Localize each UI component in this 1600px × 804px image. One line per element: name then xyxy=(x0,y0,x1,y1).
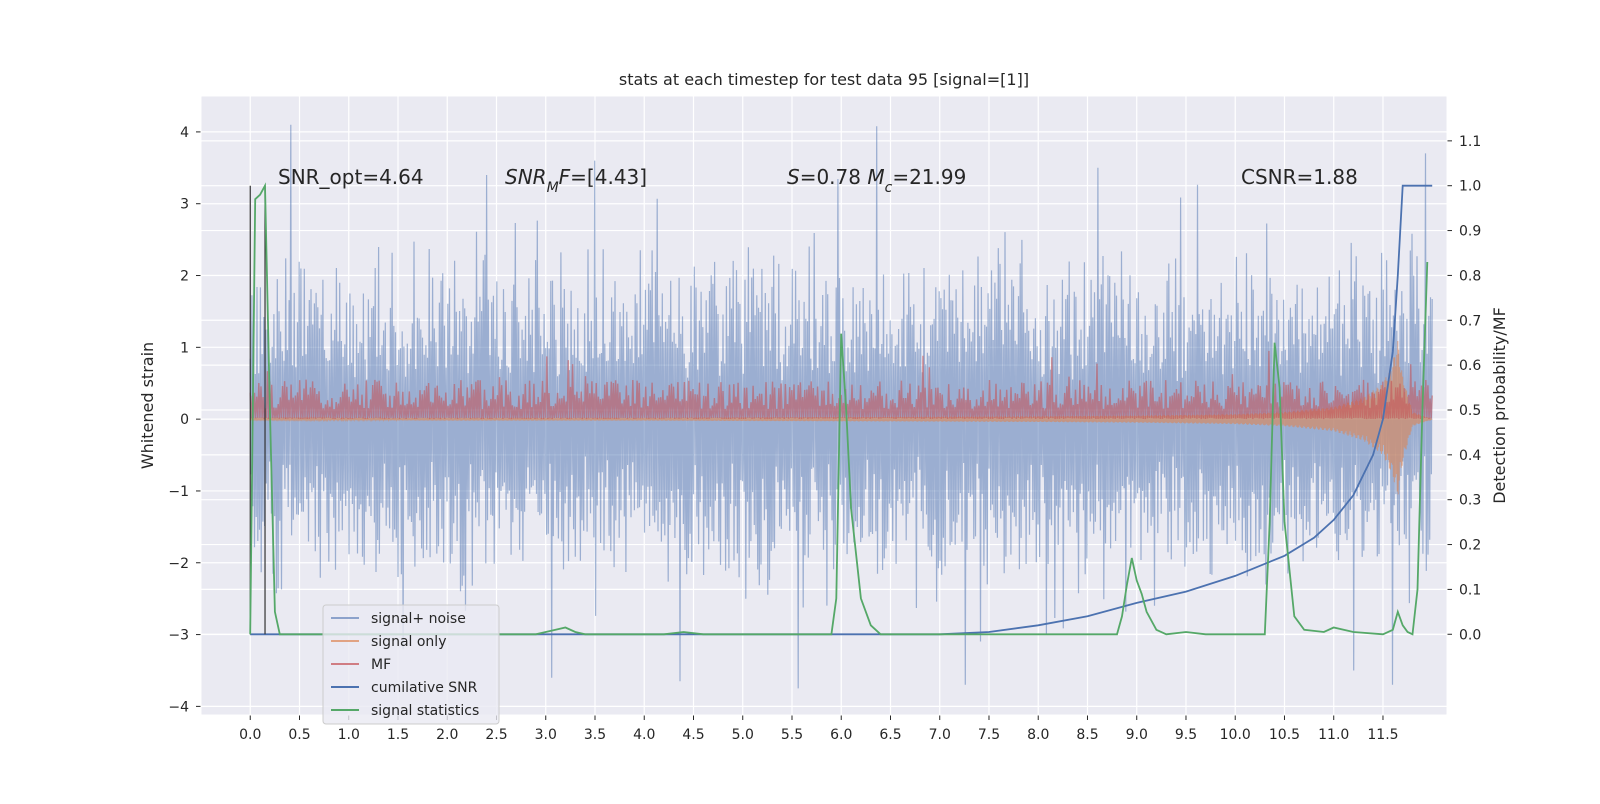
annotation-part: =21.99 xyxy=(892,165,966,189)
x-tick-label: 6.0 xyxy=(830,727,852,743)
y-tick-label: −2 xyxy=(168,556,189,572)
y2-tick-label: 0.1 xyxy=(1459,582,1481,598)
x-tick-label: 11.0 xyxy=(1318,727,1349,743)
x-tick-label: 4.0 xyxy=(633,727,655,743)
y-tick-label: 1 xyxy=(180,340,189,356)
legend-item-cumulative-snr-label: cumilative SNR xyxy=(371,680,478,696)
axes-layer: 0.0 0.5 1.0 1.5 2.0 2.5 3.0 3.5 4.0 4.5 5.0 5.5 6.0 6… xyxy=(168,95,1481,743)
y-tick-label: 0 xyxy=(180,412,189,428)
annotation-part: M xyxy=(867,165,884,189)
x-tick-label: 8.0 xyxy=(1027,727,1049,743)
y2-tick-label: 0.2 xyxy=(1459,538,1481,554)
series-signal-statistics xyxy=(249,182,1429,636)
annotation-snr-opt: SNR_opt=4.64 xyxy=(278,165,424,189)
x-tick-label: 1.0 xyxy=(338,727,360,743)
annotation-part: =0.78 xyxy=(800,165,868,189)
x-tick-label: 10.0 xyxy=(1220,727,1251,743)
series-cumulative-snr xyxy=(250,184,1433,636)
plot-frame xyxy=(200,95,1448,716)
y-tick-label: −3 xyxy=(168,628,189,644)
annotation-part: SNR xyxy=(505,165,547,189)
y2-tick-label: 1.1 xyxy=(1459,134,1481,150)
annotation-part: CSNR=1.88 xyxy=(1241,165,1358,189)
x-tick-label: 2.0 xyxy=(436,727,458,743)
x-tick-label: 0.5 xyxy=(288,727,310,743)
y2-tick-label: 0.0 xyxy=(1459,627,1481,643)
data-layer xyxy=(249,124,1433,689)
x-tick-label: 7.5 xyxy=(978,727,1000,743)
y-tick-label: 3 xyxy=(180,197,189,213)
legend: signal+ noise signal only MF cumilative SNR… xyxy=(322,604,500,725)
y-tick-label: 4 xyxy=(180,125,189,141)
x-tick-label: 0.0 xyxy=(239,727,261,743)
y2-tick-label: 0.7 xyxy=(1459,313,1481,329)
annotation-part: M xyxy=(547,180,559,196)
y-axis-label: Whitened strain xyxy=(138,342,157,469)
legend-item-mf-label: MF xyxy=(371,657,391,673)
y2-tick-label: 1.0 xyxy=(1459,179,1481,195)
y2-tick-label: 0.4 xyxy=(1459,448,1481,464)
x-tick-label: 10.5 xyxy=(1269,727,1300,743)
x-tick-label: 2.5 xyxy=(485,727,507,743)
x-tick-label: 11.5 xyxy=(1367,727,1398,743)
y2-tick-label: 0.9 xyxy=(1459,224,1481,240)
x-tick-label: 9.0 xyxy=(1126,727,1148,743)
annotation-s-mc: S=0.78 Mc=21.99 xyxy=(787,165,966,196)
y-tick-label: −1 xyxy=(168,484,189,500)
legend-item-signal-statistics-label: signal statistics xyxy=(371,703,479,719)
x-tick-label: 1.5 xyxy=(387,727,409,743)
y-tick-label: 2 xyxy=(180,269,189,285)
annotation-layer: SNR_opt=4.64 SNRMF=[4.43] S=0.78 Mc=21.99 C… xyxy=(278,165,1358,196)
annotation-csnr: CSNR=1.88 xyxy=(1241,165,1358,189)
legend-box xyxy=(322,604,500,725)
legend-item-signal-noise-label: signal+ noise xyxy=(371,611,466,627)
annotation-part: SNR_opt=4.64 xyxy=(278,165,424,189)
x-tick-label: 5.0 xyxy=(732,727,754,743)
chart-title: stats at each timestep for test data 95 … xyxy=(619,70,1029,89)
x-tick-label: 3.5 xyxy=(584,727,606,743)
x-tick-label: 9.5 xyxy=(1175,727,1197,743)
annotation-part: S xyxy=(787,165,800,189)
x-tick-label: 8.5 xyxy=(1076,727,1098,743)
x-tick-label: 3.0 xyxy=(535,727,557,743)
annotation-part: F xyxy=(559,165,571,189)
legend-item-signal-only-label: signal only xyxy=(371,634,446,650)
y2-tick-label: 0.5 xyxy=(1459,403,1481,419)
annotation-part: c xyxy=(885,180,893,196)
y-tick-label: −4 xyxy=(168,699,189,715)
x-tick-label: 4.5 xyxy=(682,727,704,743)
y2-tick-label: 0.6 xyxy=(1459,358,1481,374)
y2-axis-label: Detection probability/MF xyxy=(1490,307,1509,504)
annotation-part: =[4.43] xyxy=(570,165,647,189)
y2-tick-label: 0.8 xyxy=(1459,268,1481,284)
x-tick-label: 7.0 xyxy=(929,727,951,743)
y2-tick-label: 0.3 xyxy=(1459,493,1481,509)
x-tick-label: 6.5 xyxy=(879,727,901,743)
x-tick-label: 5.5 xyxy=(781,727,803,743)
annotation-snr-mf: SNRMF=[4.43] xyxy=(505,165,647,196)
series-mf xyxy=(249,350,1433,420)
